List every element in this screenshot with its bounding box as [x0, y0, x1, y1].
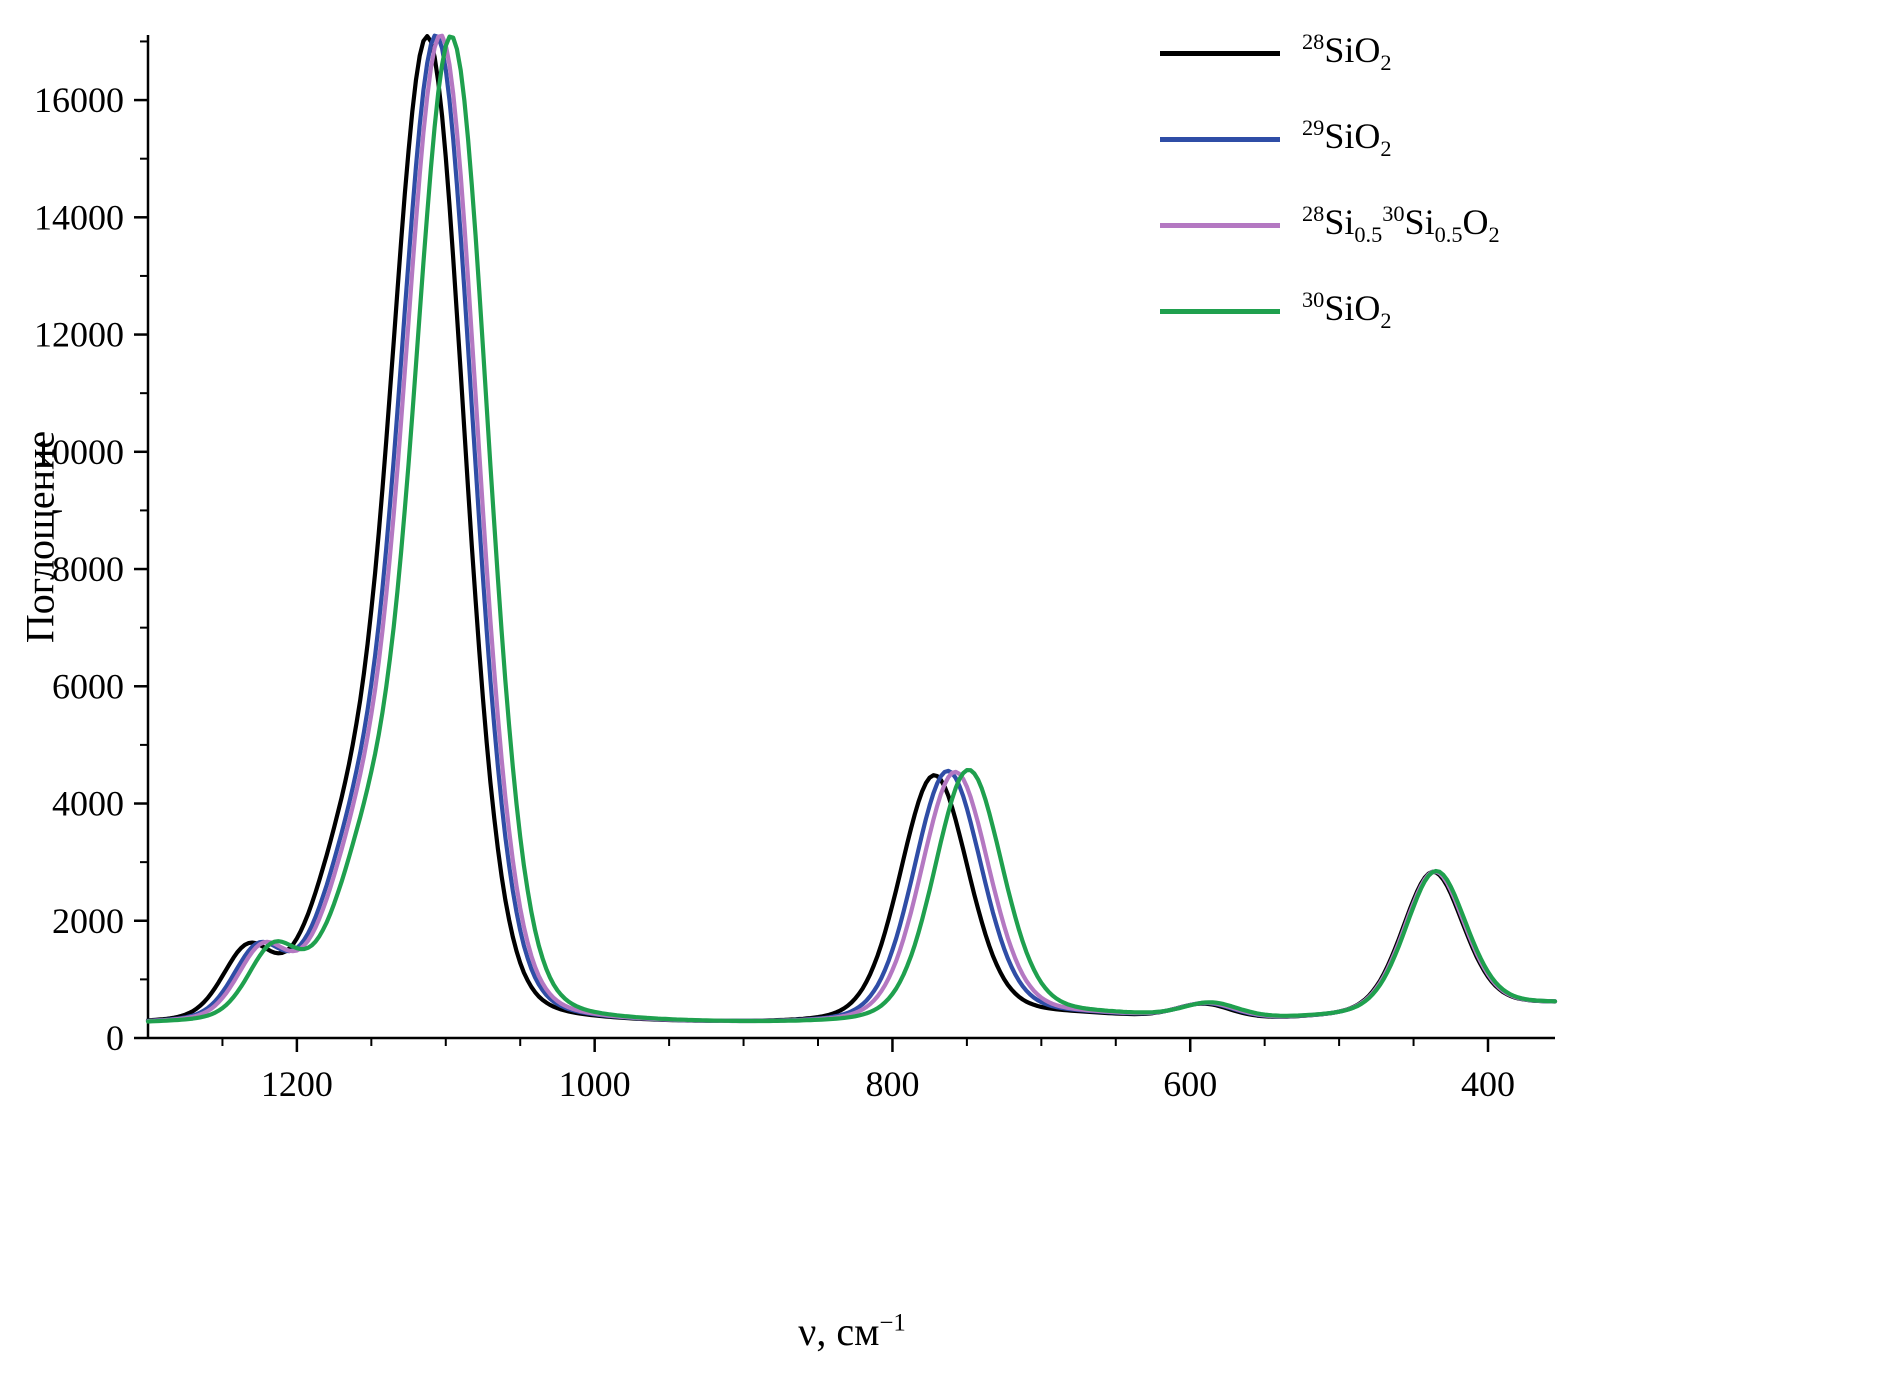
- legend-line-sample: [1160, 308, 1280, 314]
- legend-item-1: 29SiO2: [1160, 96, 1500, 182]
- x-tick-label: 1000: [559, 1064, 631, 1104]
- series-curve-3: [145, 34, 1558, 1024]
- x-tick-label: 800: [865, 1064, 919, 1104]
- y-tick-label: 8000: [52, 549, 124, 589]
- x-tick-label: 400: [1461, 1064, 1515, 1104]
- legend-label: 28SiO2: [1302, 29, 1392, 76]
- legend-line-sample: [1160, 50, 1280, 56]
- y-axis-label: Поглощение: [17, 430, 63, 644]
- legend-item-2: 28Si0.530Si0.5O2: [1160, 182, 1500, 268]
- legend-item-0: 28SiO2: [1160, 10, 1500, 96]
- legend-item-3: 30SiO2: [1160, 268, 1500, 354]
- y-tick-label: 12000: [34, 315, 124, 355]
- legend-line-sample: [1160, 222, 1280, 228]
- y-tick-label: 14000: [34, 197, 124, 237]
- legend-label: 30SiO2: [1302, 287, 1392, 334]
- y-tick-label: 0: [106, 1018, 124, 1058]
- y-tick-label: 10000: [34, 432, 124, 472]
- y-tick-label: 2000: [52, 901, 124, 941]
- x-axis-label: ν, см−1: [798, 1309, 906, 1354]
- y-tick-label: 16000: [34, 80, 124, 120]
- legend-line-sample: [1160, 136, 1280, 142]
- x-tick-label: 600: [1163, 1064, 1217, 1104]
- legend: 28SiO2 29SiO2 28Si0.530Si0.5O2 30SiO2: [1160, 10, 1500, 354]
- x-tick-label: 1200: [261, 1064, 333, 1104]
- legend-label: 29SiO2: [1302, 115, 1392, 162]
- legend-label: 28Si0.530Si0.5O2: [1302, 201, 1500, 248]
- y-tick-label: 4000: [52, 784, 124, 824]
- y-tick-label: 6000: [52, 666, 124, 706]
